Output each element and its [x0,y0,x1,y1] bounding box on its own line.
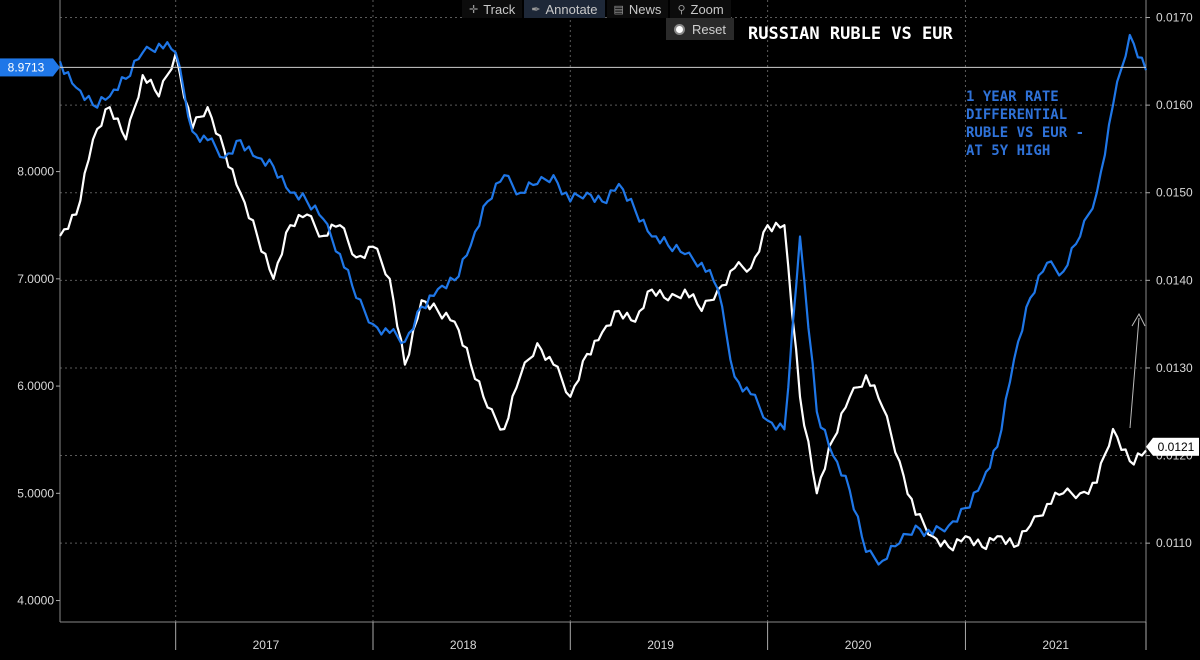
right-tick-label: 0.0140 [1156,273,1193,287]
crosshair-icon: ✛ [469,3,479,16]
left-tick-label: 7.0000 [17,272,54,286]
x-tick-label: 2019 [647,638,674,652]
right-last-value-box [1153,437,1199,456]
right-tick-label: 0.0130 [1156,361,1193,375]
chart-markers: 8.9713 0.0121 [0,58,1199,456]
zoom-button[interactable]: ⚲ Zoom [670,0,731,18]
rate-differential-note: 1 YEAR RATE DIFFERENTIAL RUBLE VS EUR - … [966,89,1085,159]
rate-line [59,52,1147,552]
annotate-label: Annotate [545,1,598,17]
right-tick-label: 0.0170 [1156,11,1193,25]
track-button[interactable]: ✛ Track [462,0,523,18]
left-last-value-pointer [53,58,60,77]
zoom-label: Zoom [690,1,724,17]
chart-grid [60,0,1146,622]
magnifier-icon: ⚲ [677,3,686,16]
right-last-value-label: 0.0121 [1158,440,1195,454]
news-icon: ▤ [613,3,624,16]
track-label: Track [483,1,516,17]
news-label: News [628,1,662,17]
chart-series [58,33,1148,566]
annotation-arrowhead [1131,312,1146,327]
x-tick-label: 2017 [253,638,280,652]
x-tick-label: 2021 [1042,638,1069,652]
pencil-icon: ✒ [531,3,541,16]
chart-title-annotation: RUSSIAN RUBLE VS EUR [748,24,953,44]
x-tick-label: 2018 [450,638,477,652]
right-tick-label: 0.0110 [1156,536,1192,550]
left-tick-label: 4.0000 [17,594,54,608]
news-button[interactable]: ▤ News [606,0,669,18]
reset-label: Reset [692,21,726,37]
right-tick-label: 0.0160 [1156,98,1193,112]
x-tick-label: 2020 [845,638,872,652]
left-tick-label: 8.0000 [17,165,54,179]
right-last-value-pointer [1146,437,1153,456]
annotation-arrow [1129,317,1140,429]
chart-toolbar: ✛ Track ✒ Annotate ▤ News ⚲ Zoom [462,0,731,18]
left-tick-label: 6.0000 [17,379,54,393]
fx-line [58,33,1148,566]
right-tick-label: 0.0150 [1156,186,1193,200]
left-last-value-box [0,58,53,77]
annotate-button[interactable]: ✒ Annotate [524,0,605,18]
left-last-value-label: 8.9713 [8,60,45,74]
reset-button[interactable]: Reset [666,18,734,40]
left-tick-label: 5.0000 [17,486,54,500]
reset-icon [674,23,685,35]
